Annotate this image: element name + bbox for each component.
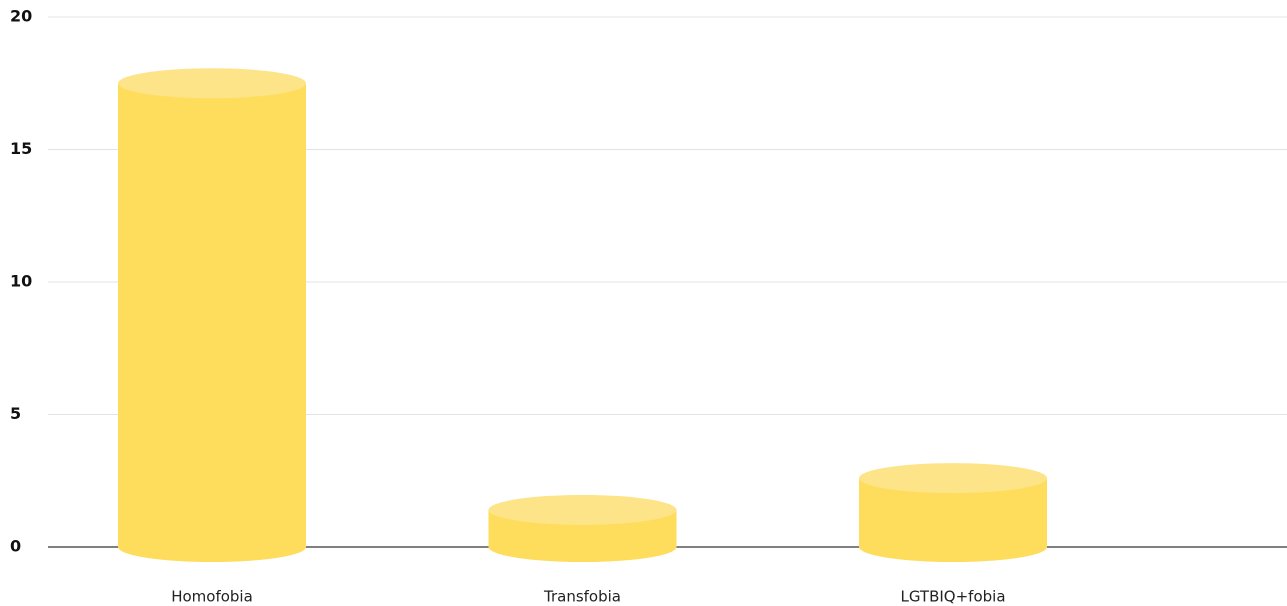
bar bbox=[488, 494, 677, 562]
bar-top bbox=[859, 463, 1047, 494]
bar-body bbox=[488, 509, 677, 562]
x-tick-label: Transfobia bbox=[543, 588, 621, 606]
y-tick-label: 20 bbox=[10, 7, 32, 26]
bar bbox=[859, 463, 1047, 562]
bar-top bbox=[118, 68, 306, 99]
bar-top bbox=[488, 494, 677, 525]
y-tick-label: 15 bbox=[10, 139, 32, 158]
x-tick-label: LGTBIQ+fobia bbox=[900, 588, 1005, 606]
bar bbox=[118, 68, 306, 562]
y-tick-label: 5 bbox=[10, 404, 21, 423]
y-tick-label: 10 bbox=[10, 272, 32, 291]
y-tick-label: 0 bbox=[10, 537, 21, 556]
bar-body bbox=[859, 478, 1047, 562]
x-tick-label: Homofobia bbox=[171, 588, 253, 606]
bar-body bbox=[118, 83, 306, 562]
